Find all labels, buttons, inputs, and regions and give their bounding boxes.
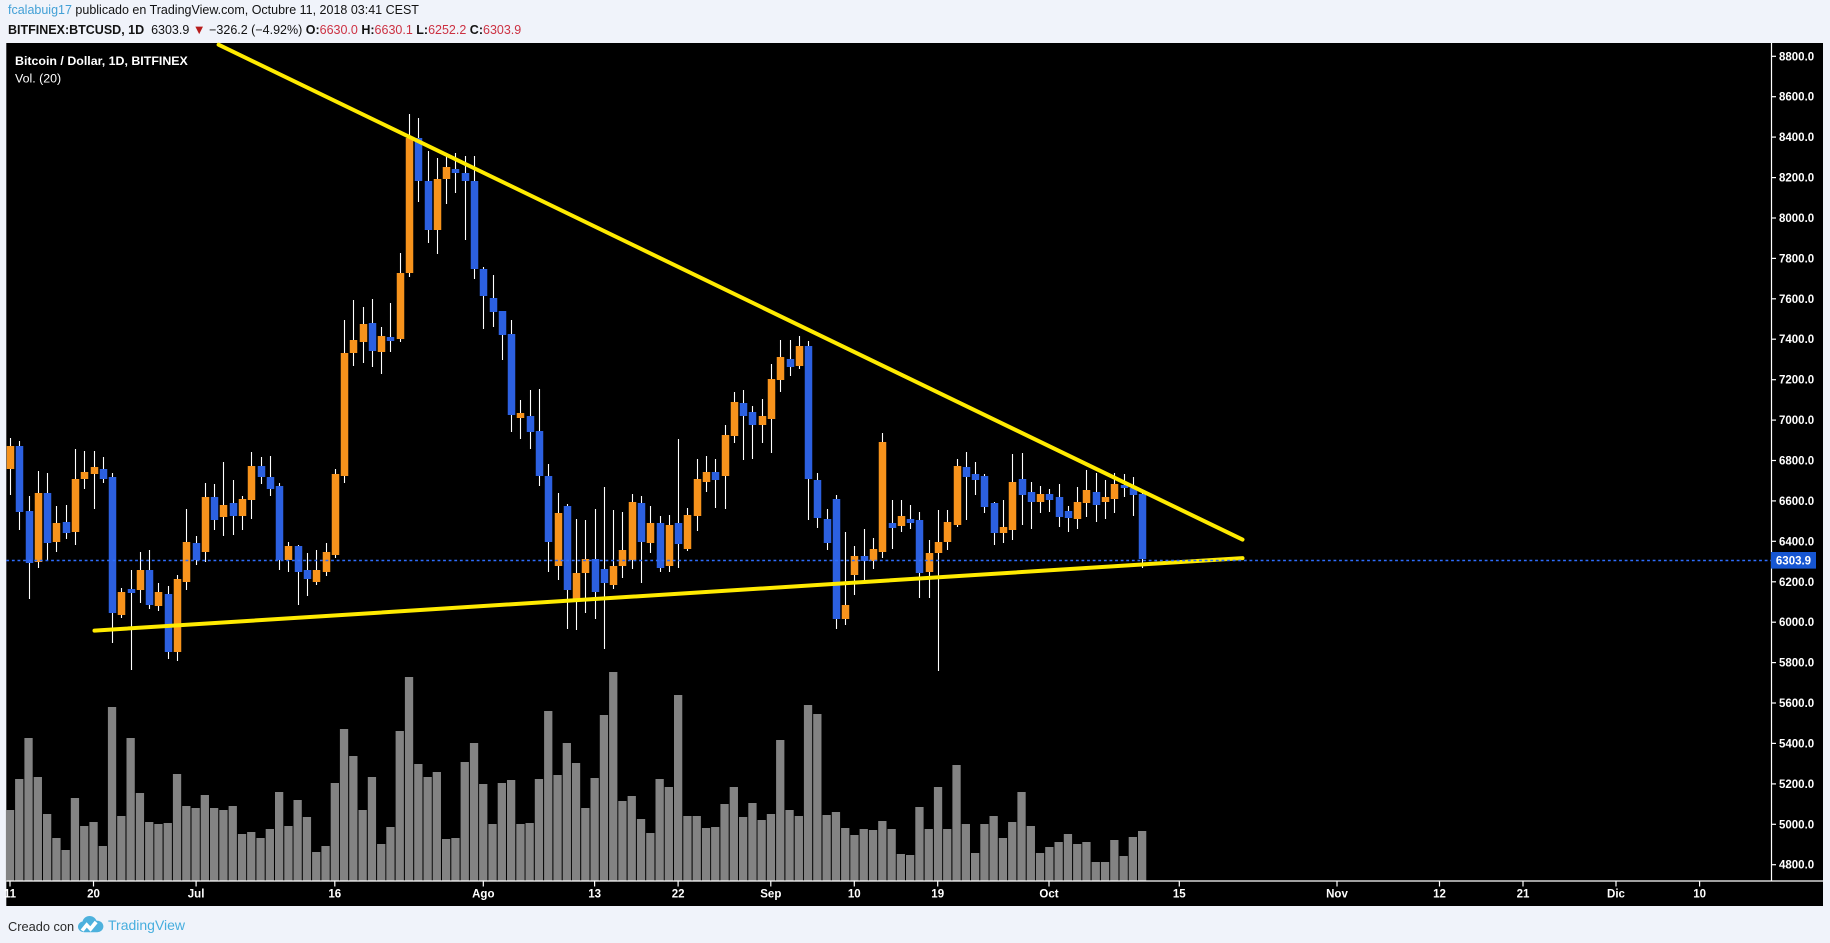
svg-text:13: 13 bbox=[588, 889, 601, 901]
svg-text:5800.0: 5800.0 bbox=[1779, 658, 1814, 670]
svg-text:8200.0: 8200.0 bbox=[1779, 173, 1814, 185]
svg-text:10: 10 bbox=[1693, 889, 1706, 901]
svg-text:5200.0: 5200.0 bbox=[1779, 779, 1814, 791]
svg-text:Bitcoin / Dollar, 1D, BITFINEX: Bitcoin / Dollar, 1D, BITFINEX bbox=[15, 54, 189, 68]
svg-text:Vol. (20): Vol. (20) bbox=[15, 72, 61, 86]
svg-text:Sep: Sep bbox=[760, 889, 781, 901]
svg-text:19: 19 bbox=[931, 889, 944, 901]
svg-text:5600.0: 5600.0 bbox=[1779, 698, 1814, 710]
svg-text:6303.9: 6303.9 bbox=[1776, 556, 1811, 568]
svg-text:7800.0: 7800.0 bbox=[1779, 253, 1814, 265]
svg-text:Jul: Jul bbox=[188, 889, 205, 901]
svg-text:8800.0: 8800.0 bbox=[1779, 51, 1814, 63]
svg-text:Ago: Ago bbox=[472, 889, 494, 901]
svg-text:8400.0: 8400.0 bbox=[1779, 132, 1814, 144]
svg-text:6400.0: 6400.0 bbox=[1779, 536, 1814, 548]
svg-text:22: 22 bbox=[672, 889, 685, 901]
svg-text:8600.0: 8600.0 bbox=[1779, 92, 1814, 104]
svg-text:15: 15 bbox=[1173, 889, 1186, 901]
svg-text:7000.0: 7000.0 bbox=[1779, 415, 1814, 427]
svg-text:5400.0: 5400.0 bbox=[1779, 738, 1814, 750]
svg-text:6000.0: 6000.0 bbox=[1779, 617, 1814, 629]
svg-text:10: 10 bbox=[848, 889, 861, 901]
svg-text:5000.0: 5000.0 bbox=[1779, 819, 1814, 831]
svg-text:21: 21 bbox=[1517, 889, 1530, 901]
svg-text:4800.0: 4800.0 bbox=[1779, 860, 1814, 872]
svg-text:Oct: Oct bbox=[1039, 889, 1058, 901]
svg-text:20: 20 bbox=[87, 889, 100, 901]
svg-text:7200.0: 7200.0 bbox=[1779, 375, 1814, 387]
svg-text:Nov: Nov bbox=[1326, 889, 1348, 901]
svg-text:Dic: Dic bbox=[1607, 889, 1626, 901]
svg-text:7600.0: 7600.0 bbox=[1779, 294, 1814, 306]
svg-text:6200.0: 6200.0 bbox=[1779, 577, 1814, 589]
svg-text:6600.0: 6600.0 bbox=[1779, 496, 1814, 508]
svg-text:16: 16 bbox=[328, 889, 341, 901]
svg-text:11: 11 bbox=[4, 889, 17, 901]
svg-text:8000.0: 8000.0 bbox=[1779, 213, 1814, 225]
svg-text:6800.0: 6800.0 bbox=[1779, 456, 1814, 468]
svg-text:7400.0: 7400.0 bbox=[1779, 334, 1814, 346]
svg-text:12: 12 bbox=[1433, 889, 1446, 901]
